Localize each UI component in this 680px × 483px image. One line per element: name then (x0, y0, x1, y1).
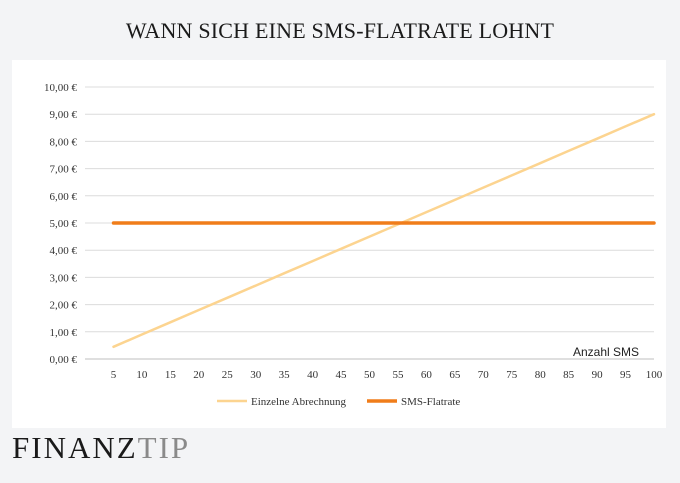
x-tick-label: 50 (364, 369, 376, 381)
chart-area: 0,00 € 1,00 € 2,00 € 3,00 € 4,00 € 5,00 € 6,00… (12, 60, 666, 428)
y-tick-label: 2,00 € (50, 300, 78, 312)
x-tick-label: 30 (250, 369, 262, 381)
y-tick-label: 7,00 € (50, 164, 78, 176)
y-tick-label: 5,00 € (50, 218, 78, 230)
y-tick-label: 4,00 € (50, 245, 78, 257)
legend-label: Einzelne Abrechnung (251, 396, 346, 408)
x-tick-label: 85 (563, 369, 575, 381)
x-tick-label: 70 (478, 369, 490, 381)
y-tick-label: 10,00 € (44, 82, 78, 94)
x-axis-title: Anzahl SMS (573, 345, 639, 359)
series-line-1 (112, 112, 656, 349)
x-tick-label: 5 (111, 369, 117, 381)
x-tick-label: 25 (222, 369, 234, 381)
y-tick-label: 8,00 € (50, 136, 78, 148)
y-tick-label: 3,00 € (50, 272, 78, 284)
y-tick-label: 6,00 € (50, 191, 78, 203)
x-tick-label: 75 (506, 369, 518, 381)
x-tick-label: 100 (646, 369, 663, 381)
x-tick-label: 35 (279, 369, 291, 381)
x-tick-label: 20 (193, 369, 205, 381)
x-tick-label: 45 (336, 369, 348, 381)
y-tick-label: 9,00 € (50, 109, 78, 121)
line-chart: 0,00 € 1,00 € 2,00 € 3,00 € 4,00 € 5,00 € 6,00… (44, 82, 663, 408)
x-tick-label: 80 (535, 369, 547, 381)
brand-part-1: FINANZ (12, 430, 138, 465)
chart-title: WANN SICH EINE SMS-FLATRATE LOHNT (125, 18, 555, 43)
x-tick-label: 15 (165, 369, 177, 381)
y-tick-label: 0,00 € (50, 354, 78, 366)
brand-part-2: TIP (137, 430, 191, 465)
legend-label: SMS-Flatrate (401, 396, 460, 408)
x-tick-label: 60 (421, 369, 433, 381)
y-tick-label: 1,00 € (50, 327, 78, 339)
finanztip-logo: FINANZTIP (12, 430, 190, 466)
x-tick-label: 90 (592, 369, 604, 381)
x-tick-label: 40 (307, 369, 319, 381)
x-tick-label: 95 (620, 369, 632, 381)
x-tick-label: 55 (392, 369, 404, 381)
x-tick-label: 10 (136, 369, 148, 381)
x-tick-label: 65 (449, 369, 461, 381)
